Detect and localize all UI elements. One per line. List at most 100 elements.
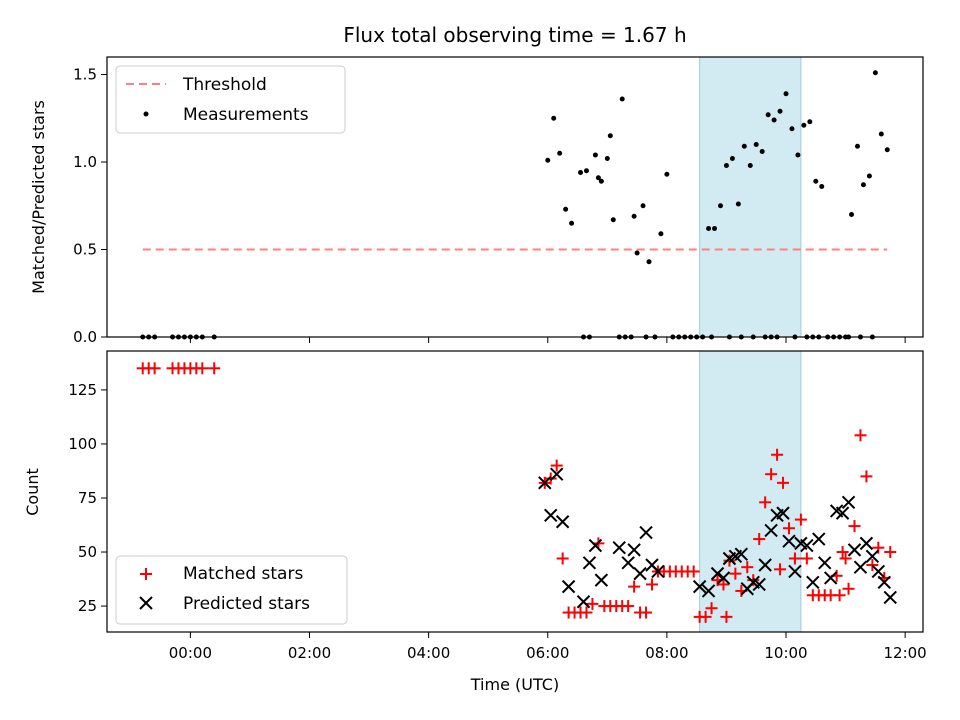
top-axes-frame [106, 56, 924, 338]
matched-star-point [833, 589, 846, 602]
measurement-point [545, 157, 551, 163]
measurement-point [664, 171, 670, 177]
measurement-point [878, 131, 884, 137]
top-y-tick-label: 0.5 [73, 241, 97, 259]
matched-star-point [729, 567, 742, 580]
matched-star-point [645, 578, 658, 591]
predicted-star-point [627, 543, 641, 557]
measurement-point [741, 143, 747, 149]
top-legend: Threshold Measurements [115, 65, 346, 134]
bottom-y-tick-label: 125 [68, 381, 97, 399]
measurement-point [807, 119, 813, 125]
predicted-star-point [871, 564, 886, 579]
legend-matched-label: Matched stars [183, 564, 303, 584]
measurement-point [872, 70, 878, 76]
measurement-point [813, 178, 819, 184]
predicted-star-point [716, 571, 731, 585]
x-tick-label: 06:00 [526, 644, 569, 662]
x-tick-label: 00:00 [169, 644, 212, 662]
bottom-legend-box [115, 555, 348, 625]
top-y-axis-label: Matched/Predicted stars [29, 100, 48, 294]
matched-star-point [854, 429, 867, 442]
predicted-star-point [555, 515, 570, 529]
measurement-point [723, 163, 729, 168]
top-y-tick-label: 0.0 [73, 328, 97, 346]
measurement-point [646, 259, 652, 265]
bottom-y-tick-label: 25 [78, 597, 97, 615]
matched-star-point [774, 563, 787, 576]
matched-star-point [586, 597, 599, 610]
measurement-point [598, 178, 604, 184]
bottom-legend: Matched stars Predicted stars [115, 555, 348, 625]
measurement-point [795, 152, 801, 158]
measurement-point [640, 203, 646, 209]
predicted-star-point [758, 558, 772, 572]
bottom-y-tick-label: 75 [78, 489, 97, 507]
matched-star-point [723, 554, 736, 567]
predicted-star-point [633, 566, 647, 581]
measurement-point [717, 203, 723, 209]
bottom-x-axis: 00:00 02:00 04:00 06:00 08:00 10:00 12:00 [169, 632, 927, 662]
predicted-star-point [859, 536, 874, 551]
predicted-star-point [701, 584, 716, 598]
measurement-point [706, 226, 712, 231]
measurement-point [569, 220, 575, 226]
legend-predicted-label: Predicted stars [183, 594, 310, 614]
predicted-star-point [549, 467, 564, 481]
top-y-tick-label: 1.5 [73, 66, 97, 84]
predicted-star-point [835, 506, 850, 520]
predicted-star-point [865, 549, 880, 564]
predicted-star-point [776, 506, 790, 520]
predicted-star-point [692, 579, 707, 594]
predicted-star-point [612, 540, 626, 555]
bottom-y-tick-label: 100 [68, 435, 97, 453]
predicted-star-point [764, 523, 778, 538]
matched-star-point [800, 552, 813, 565]
matched-star-point [794, 513, 807, 526]
matched-star-point [550, 459, 563, 472]
matched-star-point [866, 558, 879, 571]
measurement-point [771, 117, 777, 123]
measurement-point [604, 156, 610, 161]
bottom-y-tick-label: 50 [78, 543, 97, 561]
measurement-point [658, 231, 664, 237]
legend-threshold-label: Threshold [182, 75, 267, 95]
measurement-point [849, 212, 855, 217]
chart-title: Flux total observing time = 1.67 h [343, 23, 686, 47]
measurement-point [619, 96, 625, 102]
matched-star-point [860, 470, 873, 483]
legend-measurements-swatch [143, 111, 149, 117]
top-legend-box [115, 65, 346, 134]
matched-star-point [777, 476, 790, 489]
matched-star-point [148, 362, 161, 375]
matched-star-point [741, 561, 754, 574]
measurement-point [634, 250, 640, 256]
matched-star-point [842, 582, 855, 595]
measurement-point [819, 184, 825, 189]
predicted-star-point [588, 538, 603, 553]
matched-star-point [720, 610, 733, 623]
measurement-point [866, 173, 872, 179]
predicted-star-point [823, 571, 838, 585]
measurement-point [557, 150, 563, 156]
predicted-star-point [841, 495, 856, 510]
measurement-point [747, 163, 753, 168]
measurement-point [729, 156, 735, 161]
predicted-star-point [877, 575, 891, 589]
matched-star-point [771, 448, 784, 461]
predicted-star-point [883, 590, 897, 605]
matched-star-point [699, 610, 712, 623]
measurement-point [765, 112, 771, 118]
bottom-axes-frame [106, 350, 924, 633]
measurement-point [735, 201, 741, 207]
measurement-point [610, 217, 616, 223]
predicted-star-point [818, 556, 832, 570]
measurement-point [631, 213, 637, 219]
predicted-star-point [853, 560, 868, 574]
top-x-axis [189, 337, 906, 343]
matched-star-point [622, 600, 635, 613]
predicted-star-point [782, 534, 796, 548]
bottom-y-axis-label: Count [23, 468, 42, 516]
predicted-star-point [788, 564, 802, 579]
